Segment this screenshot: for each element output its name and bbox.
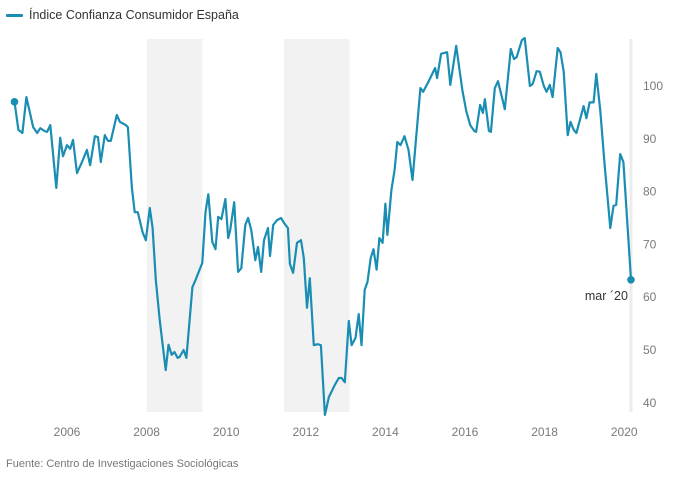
- shaded-period-1: [146, 39, 203, 412]
- y-tick-label: 80: [643, 185, 657, 199]
- series-end-point: [627, 275, 635, 284]
- y-tick-label: 40: [643, 396, 657, 410]
- series-line: [13, 36, 633, 416]
- y-tick-label: 90: [643, 132, 657, 146]
- x-tick-label: 2018: [531, 425, 558, 439]
- x-tick-label: 2008: [133, 425, 160, 439]
- x-tick-label: 2010: [213, 425, 240, 439]
- y-tick-label: 60: [643, 290, 657, 304]
- legend-label: Índice Confianza Consumidor España: [29, 8, 239, 22]
- x-tick-label: 2014: [372, 425, 399, 439]
- y-tick-label: 100: [643, 79, 663, 93]
- y-tick-label: 50: [643, 343, 657, 357]
- source-note: Fuente: Centro de Investigaciones Sociol…: [6, 458, 239, 470]
- y-axis: 40 50 60 70 80 90 100: [643, 79, 663, 410]
- series-start-point: [10, 98, 19, 106]
- annotation-last-value: mar ´20: [585, 289, 628, 303]
- legend: Índice Confianza Consumidor España: [6, 8, 239, 22]
- shaded-period-2: [283, 39, 350, 412]
- x-tick-label: 2006: [54, 425, 81, 439]
- x-tick-label: 2020: [611, 425, 638, 439]
- shaded-periods: [146, 39, 350, 412]
- x-axis: 2006 2008 2010 2012 2014 2016 2018 2020: [54, 425, 638, 439]
- x-tick-label: 2016: [452, 425, 479, 439]
- legend-swatch: [6, 13, 23, 17]
- x-tick-label: 2012: [292, 425, 319, 439]
- y-tick-label: 70: [643, 237, 657, 251]
